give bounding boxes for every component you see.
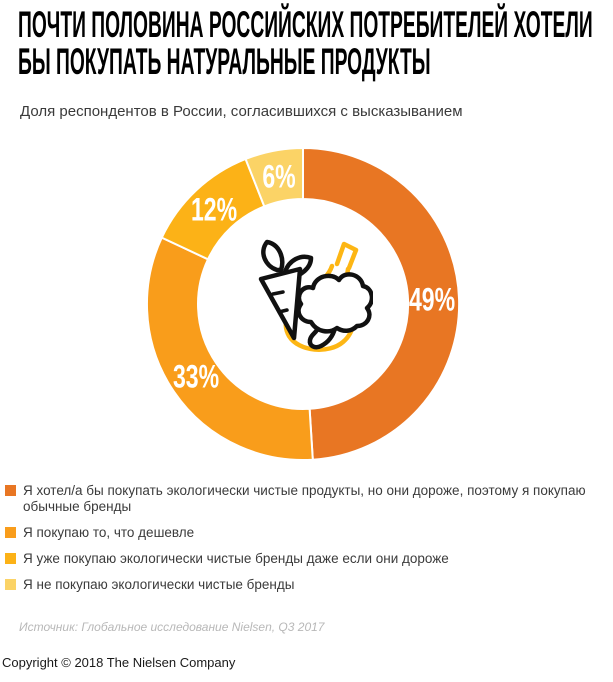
source-note: Источник: Глобальное исследование Nielse…: [19, 620, 325, 634]
copyright: Copyright © 2018 The Nielsen Company: [2, 655, 236, 670]
chart-legend: Я хотел/а бы покупать экологически чисты…: [5, 483, 609, 603]
legend-item-1: Я хотел/а бы покупать экологически чисты…: [5, 483, 609, 515]
page-title: ПОЧТИ ПОЛОВИНА РОССИЙСКИХ ПОТРЕБИТЕЛЕЙ Х…: [18, 6, 613, 80]
legend-item-3: Я уже покупаю экологически чистые бренды…: [5, 551, 609, 567]
legend-label-2: Я покупаю то, что дешевле: [23, 525, 195, 540]
legend-swatch-1: [5, 485, 16, 496]
segment-label-49: 49%: [409, 281, 456, 318]
segment-label-6: 6%: [262, 158, 296, 195]
legend-label-3: Я уже покупаю экологически чистые бренды…: [23, 551, 449, 566]
legend-swatch-3: [5, 553, 16, 564]
segment-label-33: 33%: [172, 358, 219, 395]
legend-item-4: Я не покупаю экологически чистые бренды: [5, 577, 609, 593]
legend-label-4: Я не покупаю экологически чистые бренды: [23, 577, 295, 592]
title-line-1: ПОЧТИ ПОЛОВИНА РОССИЙСКИХ ПОТРЕБИТЕЛЕЙ Х…: [18, 4, 593, 45]
vegetables-icon: [258, 239, 373, 352]
title-line-2: БЫ ПОКУПАТЬ НАТУРАЛЬНЫЕ ПРОДУКТЫ: [18, 41, 431, 82]
carrot-icon: [258, 239, 314, 341]
segment-label-12: 12%: [191, 191, 238, 228]
legend-swatch-4: [5, 579, 16, 590]
donut-segment-49: [302, 146, 461, 461]
broccoli-icon: [296, 272, 373, 350]
donut-segment-33: [145, 236, 314, 462]
donut-segment-6: [244, 146, 304, 208]
legend-item-2: Я покупаю то, что дешевле: [5, 525, 609, 541]
legend-swatch-2: [5, 527, 16, 538]
legend-label-1: Я хотел/а бы покупать экологически чисты…: [23, 483, 586, 514]
chart-subtitle: Доля респондентов в России, согласившихс…: [20, 103, 463, 120]
